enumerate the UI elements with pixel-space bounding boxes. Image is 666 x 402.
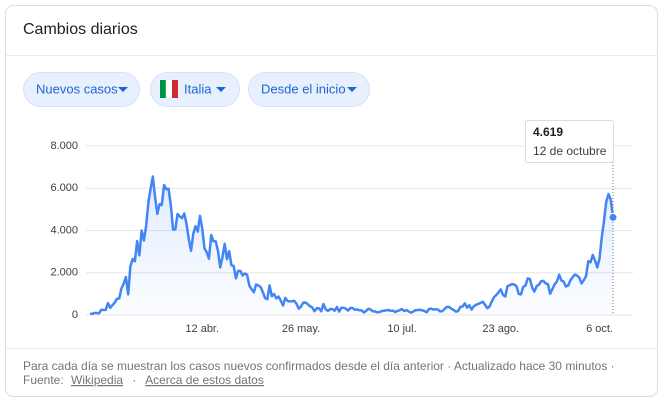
footer-source: Fuente: Wikipedia · Acerca de estos dato… [23, 373, 264, 387]
y-tick-label: 0 [72, 309, 78, 321]
chip-label: Nuevos casos [36, 81, 118, 96]
chevron [347, 87, 357, 92]
y-tick-label: 4.000 [50, 224, 78, 236]
flag [160, 79, 178, 99]
y-tick-label: 8.000 [50, 140, 78, 152]
filter-chip[interactable]: Italia [150, 72, 240, 107]
x-tick-label: 23 ago. [482, 323, 519, 335]
x-tick-label: 12 abr. [185, 323, 219, 335]
card-title: Cambios diarios [23, 21, 138, 38]
chevron [118, 87, 128, 92]
tooltip: 4.619 12 de octubre [525, 120, 614, 163]
area [90, 176, 613, 315]
chip-label: Desde el inicio [261, 81, 346, 96]
filter-chip[interactable]: Nuevos casos [23, 72, 140, 107]
highlight-point [608, 212, 618, 222]
y-tick-label: 6.000 [50, 182, 78, 194]
about-link[interactable]: Acerca de estos datos [145, 373, 264, 387]
separator: · [132, 373, 136, 387]
tooltip-value: 4.619 [533, 125, 563, 139]
y-tick-label: 2.000 [50, 267, 78, 279]
plot: 0 2.000 4.000 6.000 8.000 12 abr. 26 may. 10 ju… [50, 120, 633, 335]
filter-chip[interactable]: Desde el inicio [248, 72, 370, 107]
x-tick-label: 6 oct. [586, 323, 613, 335]
chevron [216, 87, 226, 92]
footer-note: Para cada día se muestran los casos nuev… [23, 359, 615, 373]
card [5, 5, 658, 397]
x-tick-label: 10 jul. [387, 323, 416, 335]
line [89, 175, 615, 316]
source-label: Fuente: [23, 373, 64, 387]
tooltip-box [525, 120, 614, 163]
tooltip-date: 12 de octubre [533, 144, 607, 158]
chip-label: Italia [184, 81, 212, 96]
source-link[interactable]: Wikipedia [71, 373, 123, 387]
x-tick-label: 26 may. [282, 323, 320, 335]
